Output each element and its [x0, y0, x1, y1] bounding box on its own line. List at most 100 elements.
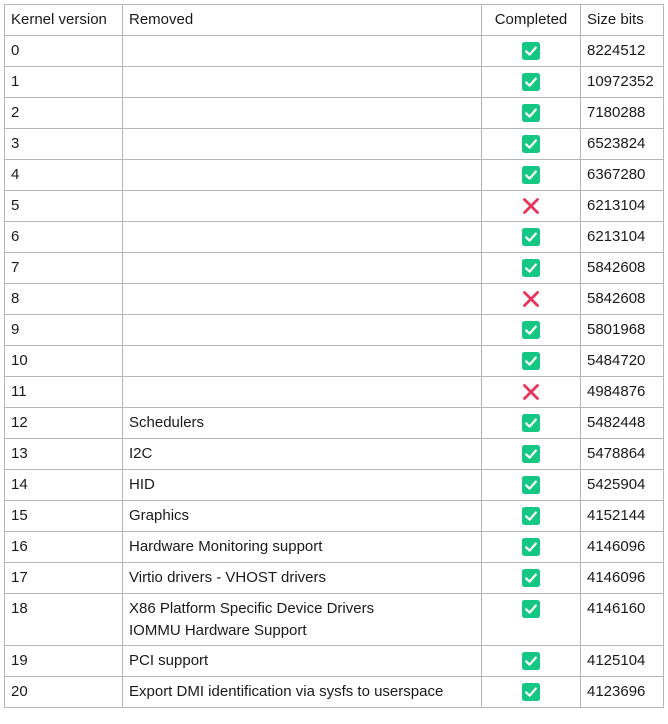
completed-cell — [481, 283, 581, 315]
kernel-version-cell: 3 — [4, 128, 123, 160]
removed-item: Schedulers — [129, 414, 205, 431]
header-row: Kernel version Removed Completed Size bi… — [4, 4, 664, 36]
removed-cell: PCI support — [122, 645, 482, 677]
check-mark-icon — [522, 414, 540, 432]
check-mark-icon — [522, 652, 540, 670]
removed-item: X86 Platform Specific Device Drivers — [129, 600, 375, 617]
table-body: 0 8224512 1 10972352 2 7180288 3 6523824 4 636728… — [4, 35, 664, 708]
size-bits-cell: 6523824 — [580, 128, 664, 160]
size-bits-cell: 5482448 — [580, 407, 664, 439]
table-row: 3 6523824 — [4, 128, 664, 160]
kernel-version-cell: 19 — [4, 645, 123, 677]
completed-cell — [481, 376, 581, 408]
kernel-version-cell: 8 — [4, 283, 123, 315]
removed-cell — [122, 345, 482, 377]
check-mark-icon — [522, 228, 540, 246]
kernel-version-cell: 2 — [4, 97, 123, 129]
removed-cell: Hardware Monitoring support — [122, 531, 482, 563]
completed-cell — [481, 314, 581, 346]
table-row: 18 X86 Platform Specific Device Drivers IO… — [4, 593, 664, 646]
table-row: 13 I2C 5478864 — [4, 438, 664, 470]
removed-cell — [122, 97, 482, 129]
cross-mark-icon — [522, 197, 540, 215]
check-mark-icon — [522, 507, 540, 525]
check-mark-icon — [522, 104, 540, 122]
completed-cell — [481, 500, 581, 532]
completed-cell — [481, 562, 581, 594]
removed-cell — [122, 66, 482, 98]
size-bits-cell: 10972352 — [580, 66, 664, 98]
kernel-version-cell: 1 — [4, 66, 123, 98]
table-row: 2 7180288 — [4, 97, 664, 129]
completed-cell — [481, 159, 581, 191]
size-bits-cell: 5842608 — [580, 283, 664, 315]
size-bits-cell: 4146160 — [580, 593, 664, 646]
removed-cell: X86 Platform Specific Device Drivers IOMM… — [122, 593, 482, 646]
table-row: 0 8224512 — [4, 35, 664, 67]
completed-cell — [481, 438, 581, 470]
check-mark-icon — [522, 600, 540, 618]
check-mark-icon — [522, 538, 540, 556]
size-bits-cell: 4984876 — [580, 376, 664, 408]
header-kernel-version: Kernel version — [4, 4, 123, 36]
size-bits-cell: 4146096 — [580, 562, 664, 594]
size-bits-cell: 6367280 — [580, 159, 664, 191]
kernel-version-cell: 17 — [4, 562, 123, 594]
size-bits-cell: 5842608 — [580, 252, 664, 284]
removed-item: Graphics — [129, 507, 190, 524]
removed-cell: Virtio drivers - VHOST drivers — [122, 562, 482, 594]
check-mark-icon — [522, 135, 540, 153]
kernel-version-cell: 6 — [4, 221, 123, 253]
table-row: 20 Export DMI identification via sysfs to… — [4, 676, 664, 708]
removed-cell: Schedulers — [122, 407, 482, 439]
header-size-bits: Size bits — [580, 4, 664, 36]
removed-cell — [122, 159, 482, 191]
table-row: 7 5842608 — [4, 252, 664, 284]
table-row: 11 4984876 — [4, 376, 664, 408]
size-bits-cell: 8224512 — [580, 35, 664, 67]
check-mark-icon — [522, 259, 540, 277]
completed-cell — [481, 531, 581, 563]
kernel-version-cell: 9 — [4, 314, 123, 346]
completed-cell — [481, 128, 581, 160]
removed-cell — [122, 128, 482, 160]
kernel-version-cell: 7 — [4, 252, 123, 284]
size-bits-cell: 5425904 — [580, 469, 664, 501]
kernel-version-cell: 13 — [4, 438, 123, 470]
size-bits-cell: 6213104 — [580, 190, 664, 222]
kernel-version-cell: 18 — [4, 593, 123, 646]
size-bits-cell: 6213104 — [580, 221, 664, 253]
check-mark-icon — [522, 166, 540, 184]
size-bits-cell: 5478864 — [580, 438, 664, 470]
removed-cell: I2C — [122, 438, 482, 470]
kernel-version-cell: 5 — [4, 190, 123, 222]
table-row: 16 Hardware Monitoring support 4146096 — [4, 531, 664, 563]
removed-cell: Graphics — [122, 500, 482, 532]
removed-cell — [122, 252, 482, 284]
check-mark-icon — [522, 42, 540, 60]
removed-item: HID — [129, 476, 155, 493]
table-row: 12 Schedulers 5482448 — [4, 407, 664, 439]
completed-cell — [481, 407, 581, 439]
completed-cell — [481, 676, 581, 708]
kernel-size-table: Kernel version Removed Completed Size bi… — [4, 4, 664, 708]
removed-cell: HID — [122, 469, 482, 501]
size-bits-cell: 5484720 — [580, 345, 664, 377]
size-bits-cell: 4125104 — [580, 645, 664, 677]
check-mark-icon — [522, 683, 540, 701]
completed-cell — [481, 469, 581, 501]
removed-cell: Export DMI identification via sysfs to u… — [122, 676, 482, 708]
removed-item: Virtio drivers - VHOST drivers — [129, 569, 326, 586]
table-row: 1 10972352 — [4, 66, 664, 98]
table-row: 4 6367280 — [4, 159, 664, 191]
completed-cell — [481, 35, 581, 67]
kernel-version-cell: 11 — [4, 376, 123, 408]
completed-cell — [481, 252, 581, 284]
table-row: 10 5484720 — [4, 345, 664, 377]
removed-cell — [122, 283, 482, 315]
check-mark-icon — [522, 73, 540, 91]
kernel-version-cell: 12 — [4, 407, 123, 439]
removed-item: PCI support — [129, 652, 209, 669]
header-removed: Removed — [122, 4, 482, 36]
cross-mark-icon — [522, 383, 540, 401]
